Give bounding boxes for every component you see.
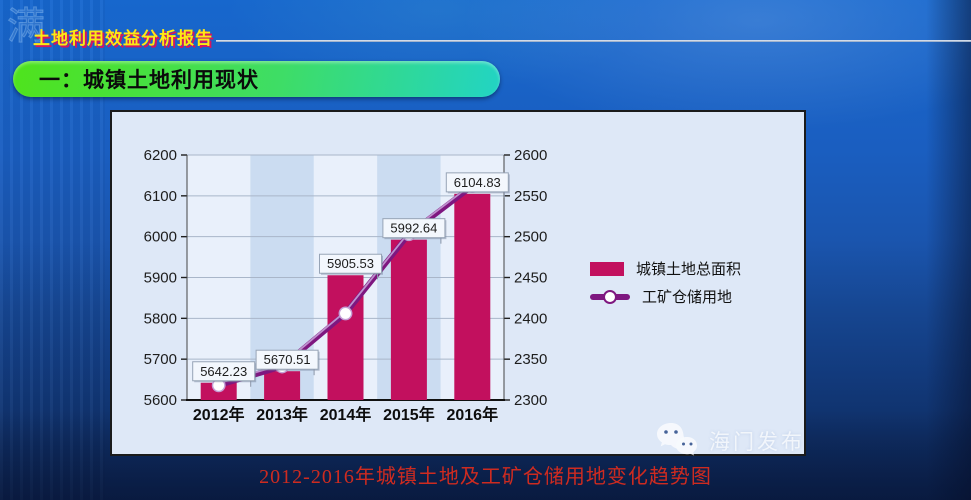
corner-logo-watermark: 满: [6, 6, 46, 48]
report-title: 土地利用效益分析报告: [33, 29, 213, 48]
x-axis-category: 2012年: [193, 405, 245, 424]
bar-data-label: 5670.51: [264, 352, 311, 367]
section-banner-label: 一：城镇土地利用现状: [39, 69, 259, 92]
right-axis-tick: 2300: [514, 392, 547, 409]
bar-data-label: 5642.23: [200, 364, 247, 379]
bar-data-label: 6104.83: [454, 175, 501, 190]
x-axis-category: 2013年: [256, 405, 308, 424]
right-axis-tick: 2500: [514, 229, 547, 246]
line-marker-dot: [603, 289, 617, 304]
right-axis-tick: 2550: [514, 188, 547, 205]
left-axis-tick: 5800: [144, 310, 177, 327]
chart-legend: 城镇土地总面积 工矿仓储用地: [590, 258, 741, 307]
legend-item-line-series: 工矿仓储用地: [590, 286, 741, 307]
line-marker-2014年: [338, 306, 353, 321]
x-axis-category: 2016年: [446, 405, 498, 424]
chart-container: 5600 5700 5800 5900 6000 6100 6200 2300 2350 2400…: [110, 110, 806, 456]
bar-2013年: [264, 371, 301, 400]
right-axis-tick: 2350: [514, 351, 547, 368]
left-axis-tick: 6100: [144, 188, 177, 205]
bar-2015年: [390, 239, 427, 400]
left-axis-tick: 6200: [144, 147, 177, 164]
right-axis-tick: 2400: [514, 310, 547, 327]
legend-item-bar-series: 城镇土地总面积: [590, 258, 741, 279]
left-axis-tick: 5700: [144, 351, 177, 368]
bar-data-label: 5992.64: [390, 221, 437, 236]
left-axis-tick: 5900: [144, 270, 177, 287]
legend-label-line-series: 工矿仓储用地: [642, 290, 733, 306]
background-right-vignette: [926, 0, 971, 500]
combo-chart: 5600 5700 5800 5900 6000 6100 6200 2300 2350 2400…: [144, 147, 548, 424]
x-axis-category: 2014年: [320, 405, 372, 424]
legend-label-bar-series: 城镇土地总面积: [636, 262, 742, 278]
bar-data-label: 5905.53: [327, 256, 374, 271]
line-series-swatch: [590, 289, 630, 304]
header-rule-line: [216, 40, 971, 42]
bar-series-swatch: [590, 261, 624, 276]
left-axis-tick: 5600: [144, 392, 177, 409]
chart-caption: 2012-2016年城镇土地及工矿仓储用地变化趋势图: [259, 466, 712, 488]
right-axis-tick: 2450: [514, 270, 547, 287]
section-banner: 一：城镇土地利用现状: [13, 61, 500, 97]
x-axis-category: 2015年: [383, 405, 435, 424]
right-axis-tick: 2600: [514, 147, 547, 164]
bar-2016年: [454, 193, 491, 400]
left-axis-tick: 6000: [144, 229, 177, 246]
